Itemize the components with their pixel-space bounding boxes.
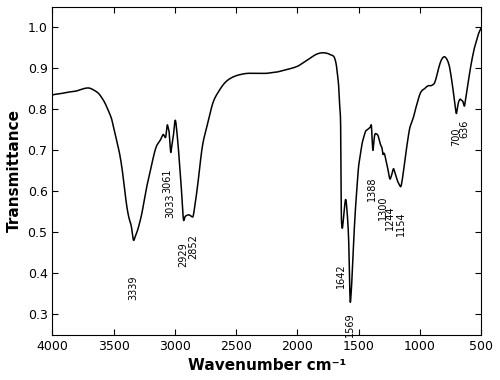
- Text: 636: 636: [460, 120, 469, 138]
- Text: 3061: 3061: [162, 169, 172, 193]
- Text: 3339: 3339: [128, 275, 138, 300]
- Text: 2852: 2852: [188, 234, 198, 259]
- Text: 1569: 1569: [345, 312, 355, 337]
- Text: 3033: 3033: [166, 193, 176, 218]
- Text: 1642: 1642: [336, 263, 346, 288]
- Text: 700: 700: [452, 128, 462, 146]
- Text: 1300: 1300: [378, 195, 388, 220]
- X-axis label: Wavenumber cm⁻¹: Wavenumber cm⁻¹: [188, 358, 346, 373]
- Text: 1154: 1154: [396, 212, 406, 236]
- Text: 2929: 2929: [178, 242, 188, 267]
- Text: 1388: 1388: [368, 177, 378, 201]
- Y-axis label: Transmittance: Transmittance: [7, 109, 22, 232]
- Text: 1244: 1244: [385, 206, 395, 230]
